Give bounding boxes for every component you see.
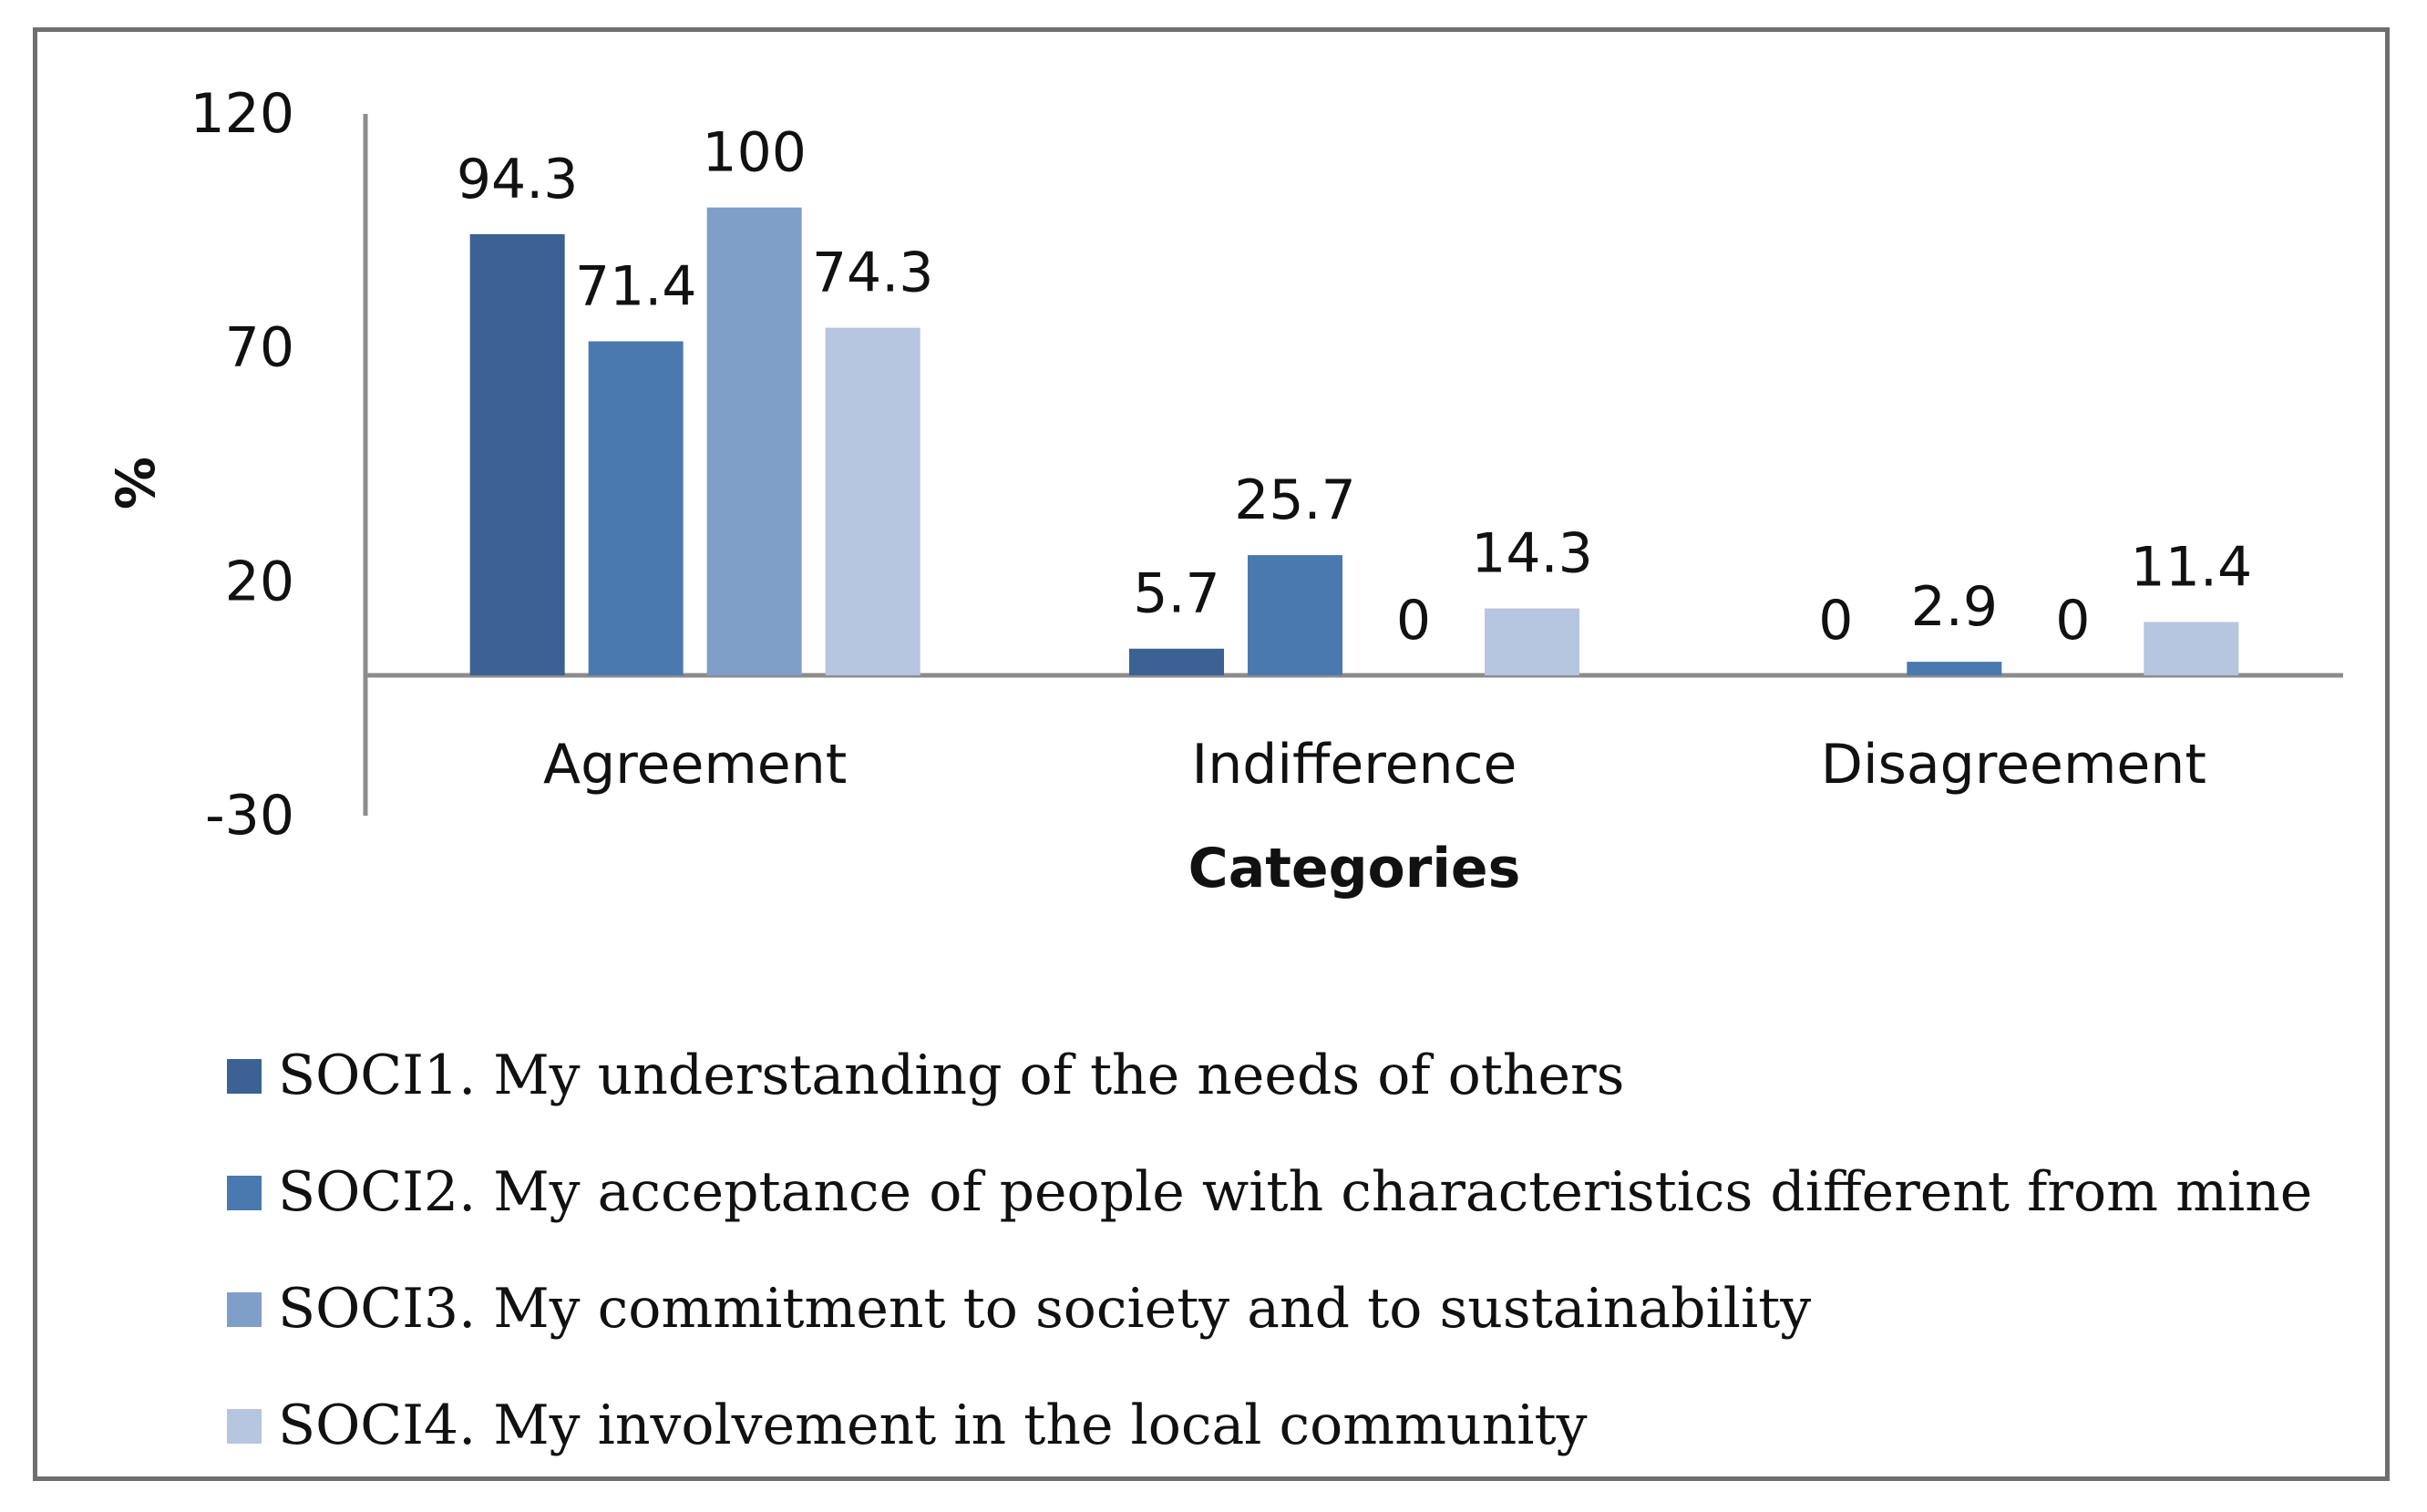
- bar: [825, 327, 920, 675]
- data-label: 74.3: [812, 242, 934, 305]
- bar: [706, 207, 802, 675]
- bar: [1248, 555, 1342, 675]
- bar: [1907, 662, 2002, 675]
- data-label: 0: [1818, 589, 1853, 653]
- legend-swatch: [227, 1059, 262, 1094]
- x-tick-label: Indifference: [1192, 733, 1517, 797]
- data-label: 0: [1396, 589, 1431, 653]
- bar: [2144, 622, 2239, 675]
- data-label: 94.3: [457, 148, 579, 211]
- legend-label: SOCI4. My involvement in the local commu…: [278, 1394, 1588, 1457]
- legend-label: SOCI3. My commitment to society and to s…: [278, 1277, 1812, 1341]
- y-tick-label: 20: [225, 550, 294, 613]
- bar: [1129, 648, 1224, 675]
- y-axis-title: %: [105, 457, 167, 509]
- chart-frame: 120 70 20 -30% 94.3 71.4 100 74.3 Agreement 5.7 25…: [33, 27, 2390, 1481]
- legend-swatch: [227, 1176, 262, 1210]
- x-tick-label: Agreement: [543, 733, 847, 797]
- y-tick-label: 120: [190, 82, 294, 146]
- legend-label: SOCI2. My acceptance of people with char…: [278, 1160, 2313, 1224]
- legend-label: SOCI1. My understanding of the needs of …: [278, 1044, 1625, 1107]
- x-axis-title: Categories: [1188, 837, 1521, 900]
- data-label: 14.3: [1471, 522, 1593, 586]
- bar: [588, 341, 684, 675]
- data-label: 0: [2055, 589, 2090, 653]
- legend-swatch: [227, 1409, 262, 1444]
- y-tick-label: 70: [225, 316, 294, 380]
- data-label: 11.4: [2131, 535, 2253, 599]
- bar: [469, 233, 565, 675]
- data-label: 100: [702, 121, 807, 185]
- bar: [1485, 608, 1579, 675]
- y-tick-label: -30: [205, 784, 294, 848]
- x-tick-label: Disagreement: [1821, 733, 2206, 797]
- data-label: 71.4: [575, 254, 697, 318]
- data-label: 25.7: [1234, 468, 1356, 532]
- data-label: 5.7: [1133, 562, 1219, 626]
- legend-swatch: [227, 1292, 262, 1327]
- data-label: 2.9: [1911, 575, 1998, 639]
